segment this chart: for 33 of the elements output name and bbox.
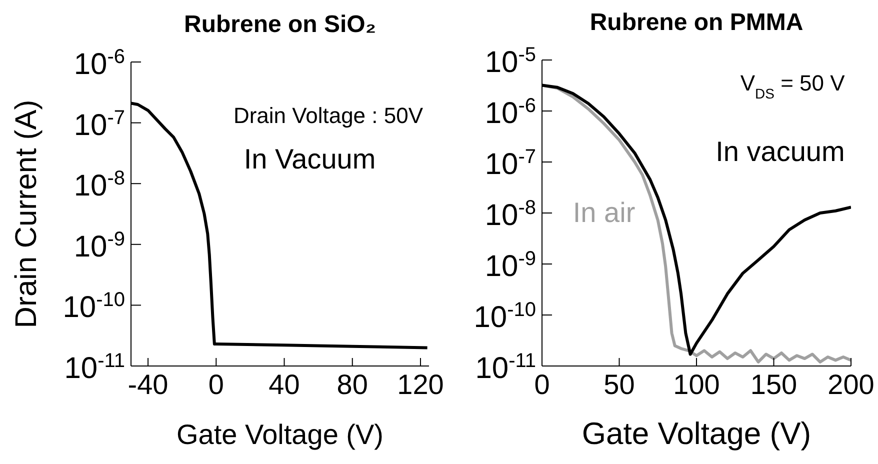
x-tick-label: 120 bbox=[397, 369, 444, 400]
y-tick-label: 10$^{-9}$ bbox=[74, 228, 125, 264]
x-tick-label: 40 bbox=[268, 369, 300, 400]
x-tick-label: 80 bbox=[336, 369, 368, 400]
x-tick-label: -40 bbox=[128, 369, 168, 400]
series-label: In air bbox=[572, 197, 636, 228]
x-tick-label: 0 bbox=[208, 369, 224, 400]
x-tick-label: 0 bbox=[534, 369, 550, 400]
y-tick-label: 10$^{-8}$ bbox=[484, 197, 536, 232]
chart-title: Rubrene on SiO₂ bbox=[184, 11, 376, 38]
y-tick-label: 10$^{-5}$ bbox=[484, 44, 536, 79]
y-tick-label: 10$^{-11}$ bbox=[475, 350, 536, 385]
y-tick-label: 10$^{-7}$ bbox=[484, 146, 536, 181]
y-tick-label: 10$^{-6}$ bbox=[484, 95, 536, 130]
y-axis-title: Drain Current (A) bbox=[10, 100, 43, 328]
series-label: In vacuum bbox=[716, 136, 845, 167]
x-axis-title: Gate Voltage (V) bbox=[176, 419, 384, 450]
y-tick-label: 10$^{-8}$ bbox=[74, 168, 125, 203]
annotation: V$_{DS}$ = 50 V bbox=[740, 70, 846, 102]
annotation: In Vacuum bbox=[244, 143, 376, 174]
y-tick-label: 10$^{-9}$ bbox=[484, 248, 536, 283]
x-axis-title: Gate Voltage (V) bbox=[582, 416, 812, 451]
y-tick-label: 10$^{-11}$ bbox=[64, 350, 125, 385]
x-tick-label: 50 bbox=[604, 369, 635, 400]
y-tick-label: 10$^{-10}$ bbox=[474, 299, 536, 334]
x-tick-label: 100 bbox=[673, 369, 720, 400]
y-tick-label: 10$^{-6}$ bbox=[74, 46, 125, 81]
annotation: Drain Voltage : 50V bbox=[233, 102, 424, 128]
x-tick-label: 150 bbox=[750, 369, 798, 400]
y-tick-label: 10$^{-10}$ bbox=[62, 289, 125, 324]
chart-title: Rubrene on PMMA bbox=[590, 9, 804, 36]
y-tick-label: 10$^{-7}$ bbox=[74, 106, 125, 142]
x-tick-label: 200 bbox=[828, 369, 874, 400]
